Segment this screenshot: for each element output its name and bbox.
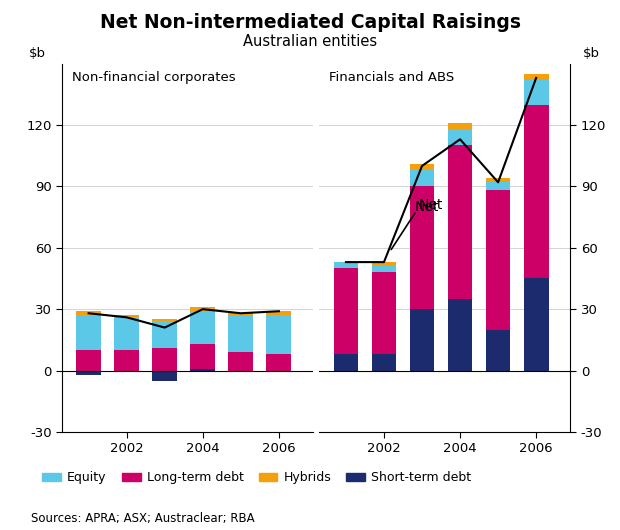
Bar: [114, 315, 139, 317]
Bar: [410, 164, 435, 170]
Bar: [410, 170, 435, 187]
Text: $b: $b: [583, 47, 600, 60]
Text: Sources: APRA; ASX; Austraclear; RBA: Sources: APRA; ASX; Austraclear; RBA: [31, 511, 255, 525]
Bar: [114, 317, 139, 350]
Bar: [524, 74, 549, 80]
Bar: [410, 187, 435, 309]
Bar: [153, 321, 177, 348]
Bar: [228, 315, 253, 352]
Text: Australian entities: Australian entities: [243, 34, 377, 49]
Bar: [485, 178, 510, 182]
Bar: [334, 268, 358, 354]
Bar: [76, 370, 101, 375]
Bar: [524, 80, 549, 104]
Text: Net: Net: [418, 198, 443, 212]
Legend: Equity, Long-term debt, Hybrids, Short-term debt: Equity, Long-term debt, Hybrids, Short-t…: [37, 466, 477, 489]
Bar: [448, 299, 472, 370]
Text: Non-financial corporates: Non-financial corporates: [72, 71, 236, 84]
Bar: [485, 330, 510, 370]
Bar: [371, 266, 396, 272]
Bar: [76, 315, 101, 350]
Text: Financials and ABS: Financials and ABS: [329, 71, 454, 84]
Bar: [448, 123, 472, 129]
Bar: [153, 370, 177, 381]
Text: Net: Net: [414, 200, 439, 214]
Bar: [267, 354, 291, 370]
Bar: [410, 309, 435, 370]
Bar: [334, 354, 358, 370]
Bar: [485, 190, 510, 330]
Bar: [190, 307, 215, 311]
Bar: [334, 262, 358, 268]
Bar: [190, 344, 215, 368]
Bar: [76, 350, 101, 370]
Bar: [153, 320, 177, 321]
Text: $b: $b: [29, 47, 46, 60]
Bar: [228, 352, 253, 370]
Bar: [153, 348, 177, 370]
Bar: [190, 311, 215, 344]
Bar: [228, 313, 253, 315]
Bar: [371, 354, 396, 370]
Bar: [267, 315, 291, 354]
Bar: [485, 182, 510, 190]
Bar: [371, 272, 396, 354]
Bar: [267, 311, 291, 315]
Bar: [524, 104, 549, 278]
Bar: [76, 311, 101, 315]
Bar: [190, 368, 215, 370]
Bar: [448, 145, 472, 299]
Bar: [448, 129, 472, 145]
Text: Net Non-intermediated Capital Raisings: Net Non-intermediated Capital Raisings: [99, 13, 521, 32]
Bar: [371, 262, 396, 266]
Bar: [114, 350, 139, 370]
Bar: [524, 278, 549, 370]
